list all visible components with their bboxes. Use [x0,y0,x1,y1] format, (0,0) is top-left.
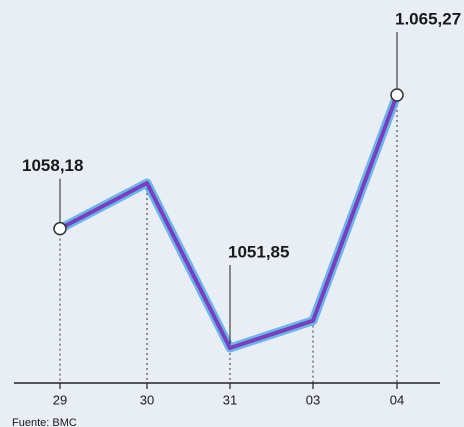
value-label: 1.065,27 [395,9,461,28]
value-label: 1051,85 [228,242,289,261]
x-tick-label: 31 [223,392,237,407]
point-marker [53,221,67,236]
source: Fuente: BMC [12,417,77,427]
line [59,94,399,350]
x-tick-label: 29 [53,392,67,407]
x-tick-label: 04 [390,392,404,407]
x-tick-label: 30 [140,392,154,407]
x-tick-label: 03 [306,392,320,407]
value-label: 1058,18 [22,156,83,175]
point-marker [390,88,404,102]
